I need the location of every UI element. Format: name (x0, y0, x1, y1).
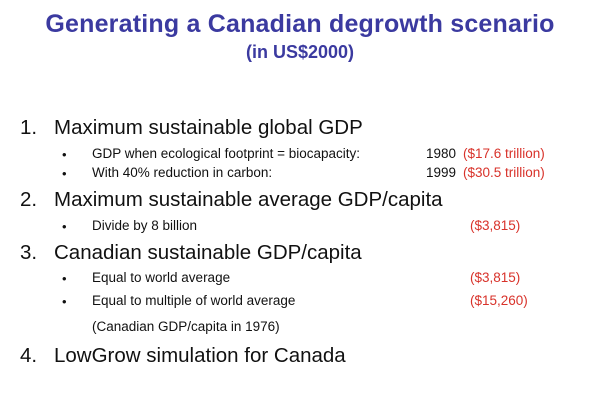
item-number: 3. (20, 241, 38, 264)
bullet-icon: • (62, 219, 67, 234)
bullet-icon: • (62, 271, 67, 286)
item-label: Maximum sustainable global GDP (54, 116, 363, 139)
list-item-4: 4. LowGrow simulation for Canada (20, 344, 346, 368)
sub-item-value: ($30.5 trillion) (463, 165, 545, 180)
bullet-icon: • (62, 147, 67, 162)
item-number: 4. (20, 344, 38, 367)
slide-subtitle: (in US$2000) (245, 42, 355, 62)
sub-item-value: ($15,260) (470, 293, 528, 308)
item-number: 1. (20, 116, 38, 139)
sub-item-text: Equal to world average (92, 270, 231, 285)
slide-title: Generating a Canadian degrowth scenario (45, 10, 555, 38)
sub-item-year: 1980 (426, 146, 457, 161)
sub-item-year: 1999 (426, 165, 457, 180)
item-label: Maximum sustainable average GDP/capita (54, 188, 443, 211)
item-label: LowGrow simulation for Canada (54, 344, 346, 367)
sub-item-text: With 40% reduction in carbon: (92, 165, 273, 180)
item-number: 2. (20, 188, 38, 211)
bullet-icon: • (62, 166, 67, 181)
list-item-1: 1. Maximum sustainable global GDP (20, 116, 363, 140)
list-item-3: 3. Canadian sustainable GDP/capita (20, 241, 362, 265)
bullet-icon: • (62, 294, 67, 309)
sub-item-text: Divide by 8 billion (92, 218, 198, 233)
sub-item-value: ($3,815) (470, 270, 521, 285)
sub-item-value: ($3,815) (470, 218, 521, 233)
item-label: Canadian sustainable GDP/capita (54, 241, 362, 264)
sub-item-text: Equal to multiple of world average (92, 293, 296, 308)
sub-item-text: GDP when ecological footprint = biocapac… (92, 146, 361, 161)
sub-item-value: ($17.6 trillion) (463, 146, 545, 161)
sub-item-note: (Canadian GDP/capita in 1976) (92, 319, 280, 334)
list-item-2: 2. Maximum sustainable average GDP/capita (20, 188, 443, 212)
